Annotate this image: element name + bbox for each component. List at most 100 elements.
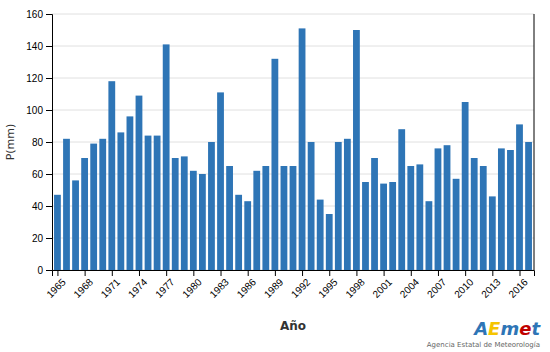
bar bbox=[299, 28, 306, 270]
tick-mark bbox=[166, 270, 167, 276]
tick-mark bbox=[57, 270, 58, 276]
tick: 140 bbox=[26, 41, 52, 52]
tick-label: 1971 bbox=[99, 276, 123, 300]
tick: 120 bbox=[26, 73, 52, 84]
bar bbox=[471, 158, 478, 270]
bar bbox=[380, 184, 387, 270]
grid-line bbox=[52, 142, 534, 143]
tick-label: 1977 bbox=[153, 276, 177, 300]
bar bbox=[371, 158, 378, 270]
bar bbox=[136, 96, 143, 270]
tick: 40 bbox=[32, 201, 52, 212]
tick-label: 2001 bbox=[370, 276, 394, 300]
tick-mark bbox=[465, 270, 466, 276]
tick: 1986 bbox=[235, 270, 259, 300]
bar bbox=[362, 182, 369, 270]
bar bbox=[190, 171, 197, 270]
grid-line bbox=[52, 46, 534, 47]
tick-mark bbox=[139, 270, 140, 276]
tick-mark bbox=[46, 14, 52, 15]
bar bbox=[281, 166, 288, 270]
bar bbox=[208, 142, 215, 270]
logo: AEmet bbox=[472, 318, 541, 339]
grid-line bbox=[52, 78, 534, 79]
tick-label: 2016 bbox=[506, 276, 530, 300]
tick-label: 1989 bbox=[262, 276, 286, 300]
tick: 2010 bbox=[452, 270, 476, 300]
bar bbox=[90, 144, 97, 270]
tick: 1983 bbox=[207, 270, 231, 300]
tick: 2007 bbox=[425, 270, 449, 300]
bar bbox=[145, 136, 152, 270]
bar bbox=[326, 214, 333, 270]
chart: 0 20 40 60 80 100 120 140 160 1965196819711974197… bbox=[0, 0, 550, 352]
grid bbox=[52, 14, 534, 270]
tick-mark bbox=[46, 174, 52, 175]
bar bbox=[498, 148, 505, 270]
tick: 100 bbox=[26, 105, 52, 116]
tick-label: 80 bbox=[32, 137, 44, 148]
bar bbox=[172, 158, 179, 270]
tick-mark bbox=[46, 206, 52, 207]
tick-mark bbox=[411, 270, 412, 276]
tick: 1998 bbox=[343, 270, 367, 300]
tick-label: 140 bbox=[26, 41, 43, 52]
tick: 2004 bbox=[398, 270, 422, 300]
bar bbox=[398, 129, 405, 270]
axis-line bbox=[534, 14, 535, 270]
tick: 1992 bbox=[289, 270, 313, 300]
x-axis: 1965196819711974197719801983198619891992… bbox=[44, 270, 534, 300]
bar bbox=[217, 92, 224, 270]
annotation: Agencia Estatal de Meteorología bbox=[427, 341, 540, 349]
tick-label: 40 bbox=[32, 201, 44, 212]
bar bbox=[63, 139, 70, 270]
tick: 1989 bbox=[262, 270, 286, 300]
bar bbox=[262, 166, 269, 270]
tick-mark bbox=[384, 270, 385, 276]
tick: 1977 bbox=[153, 270, 177, 300]
bar bbox=[516, 124, 523, 270]
bar bbox=[253, 171, 260, 270]
bars bbox=[54, 28, 532, 270]
tick: 1974 bbox=[126, 270, 150, 300]
grid-line bbox=[52, 110, 534, 111]
tick: 0 bbox=[37, 265, 52, 276]
bar bbox=[416, 164, 423, 270]
tick-label: 160 bbox=[26, 9, 43, 20]
bar bbox=[462, 102, 469, 270]
tick-label: 2004 bbox=[398, 276, 422, 300]
bar bbox=[99, 139, 106, 270]
tick-mark bbox=[46, 110, 52, 111]
bar bbox=[525, 142, 532, 270]
tick-label: 2010 bbox=[452, 276, 476, 300]
bar bbox=[271, 59, 278, 270]
bar bbox=[117, 132, 124, 270]
annotation: e bbox=[519, 318, 531, 339]
y-axis: 0 20 40 60 80 100 120 140 160 bbox=[26, 9, 52, 276]
tick-label: 1980 bbox=[180, 276, 204, 300]
tick-mark bbox=[492, 270, 493, 276]
bar bbox=[407, 166, 414, 270]
tick-mark bbox=[221, 270, 222, 276]
tick-mark bbox=[302, 270, 303, 276]
bar bbox=[127, 116, 134, 270]
tick: 2001 bbox=[370, 270, 394, 300]
bar bbox=[453, 179, 460, 270]
bar bbox=[199, 174, 206, 270]
bar bbox=[81, 158, 88, 270]
tick: 60 bbox=[32, 169, 52, 180]
x-axis-title: Año bbox=[280, 319, 306, 333]
bar bbox=[108, 81, 115, 270]
bar bbox=[163, 44, 170, 270]
y-axis-title: P(mm) bbox=[4, 124, 17, 161]
bar bbox=[290, 166, 297, 270]
tick: 80 bbox=[32, 137, 52, 148]
bar bbox=[489, 196, 496, 270]
bar bbox=[308, 142, 315, 270]
tick: 20 bbox=[32, 233, 52, 244]
tick-mark bbox=[329, 270, 330, 276]
tick-label: 20 bbox=[32, 233, 44, 244]
annotation: E bbox=[488, 318, 501, 339]
annotation: t bbox=[531, 318, 541, 339]
axis-line bbox=[53, 271, 535, 277]
